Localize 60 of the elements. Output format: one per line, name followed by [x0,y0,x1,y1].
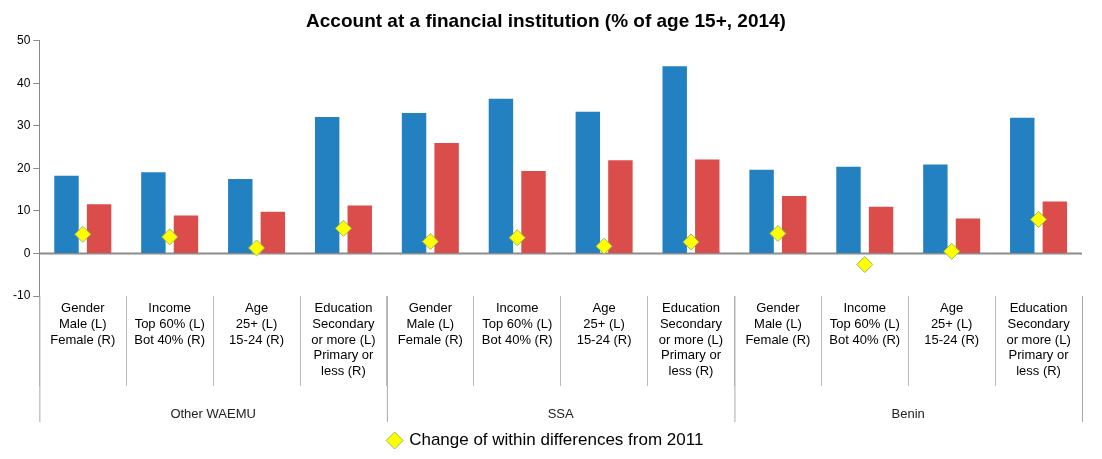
bar [955,218,981,253]
bar [781,196,807,253]
point [421,233,439,251]
text: Benin [891,405,925,421]
bar [401,113,427,253]
bar [1042,201,1068,253]
bar [521,170,546,253]
bar [575,111,601,253]
bar [695,159,720,253]
x-tick-label: Income Top 60% (L) Bot 40% (R) [481,300,553,347]
y-tick-label: 10 [16,203,31,218]
x-tick-label: Education Secondary or more (L) Primary or less (R) [1006,300,1071,378]
y-tick-label: 20 [16,160,31,175]
point [682,233,700,251]
bar [662,66,687,253]
x-tick-label: Income Top 60% (L) Bot 40% (R) [134,300,206,347]
x-tick-label: Gender Male (L) Female (R) [50,300,116,347]
y-tick-label: 30 [16,118,31,133]
point [334,219,352,237]
bar [173,215,199,253]
chart-title: Account at a financial institution (% of age 15+, 2014) [306,9,786,31]
point [74,225,92,243]
point [595,237,613,255]
bar [868,206,894,253]
bar [86,204,112,253]
text: SSA [547,405,575,421]
y-tick-label: 50 [16,33,31,48]
x-tick-label: Gender Male (L) Female (R) [397,300,463,347]
point [856,256,874,274]
bar [488,98,514,253]
point [769,224,787,242]
bar [749,169,774,253]
bar [434,142,459,253]
x-tick-label: Age 25+ (L) 15-24 (R) [229,300,285,347]
x-tick-label: Income Top 60% (L) Bot 40% (R) [829,300,901,347]
x-tick-label: Age 25+ (L) 15-24 (R) [924,300,980,347]
bar [836,166,861,253]
bar [141,172,166,253]
point [1030,210,1048,228]
legend-label: Change of within differences from 2011 [409,430,704,450]
y-tick-label: 40 [16,75,31,90]
x-tick-label: Age 25+ (L) 15-24 (R) [576,300,632,347]
text: Other WAEMU [170,405,256,421]
bar [314,116,340,253]
bar [347,205,372,253]
y-tick-label: -10 [13,288,31,303]
x-tick-label: Education Secondary or more (L) Primary or less (R) [658,300,724,378]
point [943,242,961,260]
bar [608,160,633,253]
bar [260,211,286,253]
bar [228,179,253,253]
bar [54,175,79,253]
point [161,228,179,246]
y-tick-label: 0 [23,245,31,260]
bar [1010,117,1035,253]
x-tick-label: Education Secondary or more (L) Primary or less (R) [311,300,376,378]
point [508,229,526,247]
bar [923,164,948,253]
point [248,239,266,257]
x-tick-label: Gender Male (L) Female (R) [745,300,811,347]
